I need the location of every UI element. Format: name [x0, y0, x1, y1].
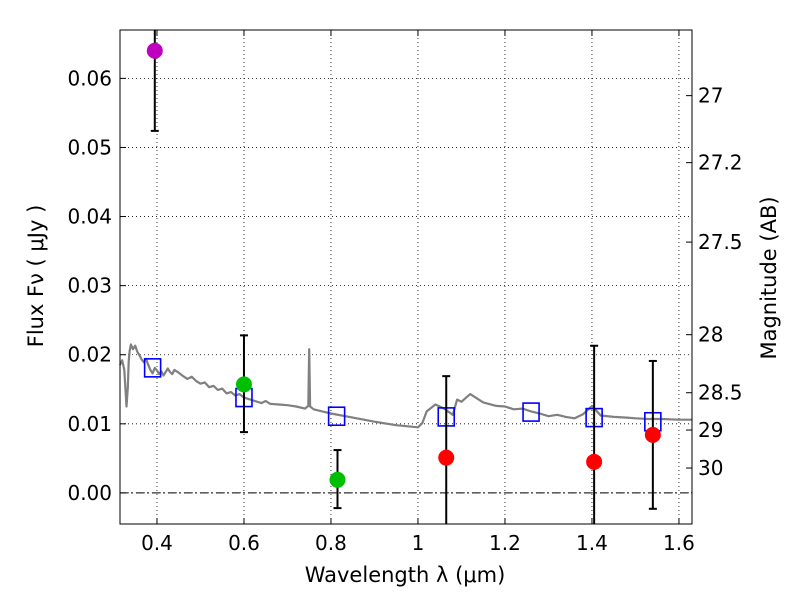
x-tick-label: 1.2 [489, 531, 521, 555]
observed-error-bars [150, 30, 657, 524]
observed-point [146, 42, 163, 59]
observed-point [586, 453, 603, 470]
y-tick-label: 0.03 [67, 274, 112, 298]
y2-tick-label: 28.5 [698, 381, 743, 405]
x-tick-label: 0.8 [315, 531, 347, 555]
y-axis-label: Flux Fν ( μJy ) [24, 205, 48, 348]
observed-points [146, 42, 661, 488]
grid-lines [120, 30, 692, 524]
x-tick-label: 0.4 [141, 531, 173, 555]
y2-tick-label: 27.5 [698, 230, 743, 254]
model-sed-line [119, 343, 692, 429]
model-photometry-points [143, 358, 662, 432]
y2-tick-label: 27.2 [698, 151, 743, 175]
tick-labels: 0.4 0.6 0.8 1 1.2 1.4 1.6 0.00 0.01 0.02 0.03 0.04 0… [67, 66, 742, 555]
observed-point [329, 471, 346, 488]
x-tick-label: 1.4 [576, 531, 608, 555]
model-photometry-square [143, 358, 162, 378]
y2-tick-label: 27 [698, 84, 723, 108]
y-tick-label: 0.00 [67, 481, 112, 505]
y-tick-label: 0.02 [67, 343, 112, 367]
observed-point [644, 426, 661, 443]
model-sed-curve [119, 343, 692, 429]
axis-ticks [120, 30, 692, 524]
x-tick-label: 1.6 [663, 531, 695, 555]
observed-point [235, 376, 252, 393]
x-tick-label: 1 [412, 531, 425, 555]
y2-tick-label: 30 [698, 456, 723, 480]
plot-frame [119, 29, 693, 525]
observed-point [438, 449, 455, 466]
y2-tick-label: 28 [698, 323, 723, 347]
y-tick-label: 0.01 [67, 412, 112, 436]
x-tick-label: 0.6 [228, 531, 260, 555]
model-photometry-square [522, 402, 540, 422]
x-axis-label: Wavelength λ (μm) [305, 563, 506, 587]
y-tick-label: 0.06 [67, 66, 112, 90]
model-photometry-square [327, 406, 346, 427]
y2-tick-label: 29 [698, 418, 723, 442]
y-tick-label: 0.04 [67, 205, 112, 229]
y-tick-label: 0.05 [67, 135, 112, 159]
secondary-y-axis-label: Magnitude (AB) [757, 196, 781, 359]
